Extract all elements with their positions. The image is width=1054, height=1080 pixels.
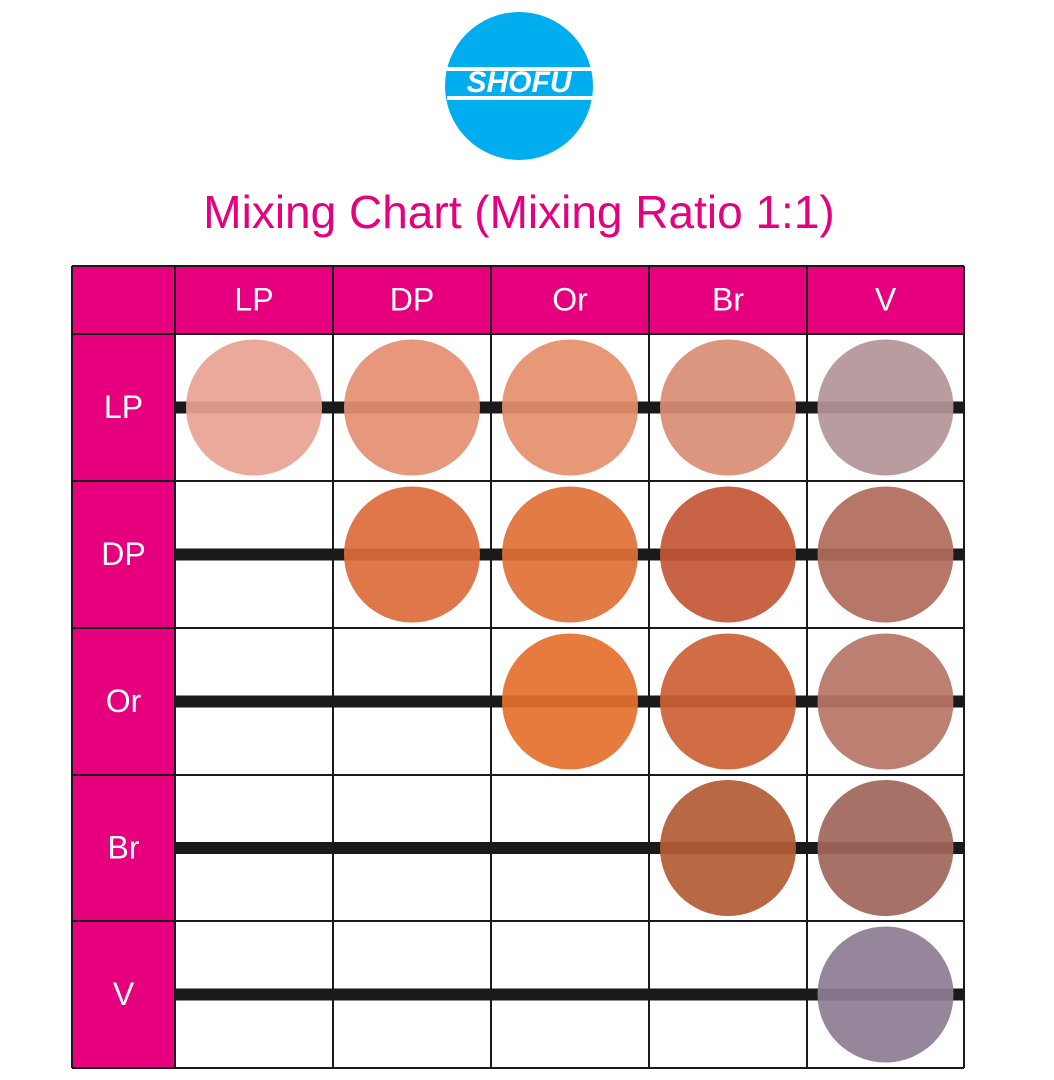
- column-header: LP: [234, 281, 273, 317]
- swatch: [817, 926, 954, 1063]
- row-header: LP: [104, 389, 143, 425]
- column-header: DP: [390, 281, 434, 317]
- swatch: [344, 339, 480, 476]
- swatch: [660, 486, 796, 623]
- logo-line: [447, 96, 592, 100]
- column-header: Br: [712, 281, 744, 317]
- header-row-bg: [175, 266, 964, 334]
- swatch: [817, 780, 954, 916]
- row-header: Or: [106, 683, 142, 719]
- column-header: Or: [552, 281, 588, 317]
- swatch: [817, 486, 954, 623]
- row-header: V: [113, 976, 135, 1012]
- row-header: DP: [101, 536, 145, 572]
- swatch: [660, 339, 796, 476]
- swatch: [660, 633, 796, 770]
- table: LP DP Or Br V LP DP Or Br V: [71, 265, 965, 1069]
- swatch: [817, 339, 954, 476]
- logo-circle: [445, 12, 593, 160]
- swatch: [817, 633, 954, 770]
- header-col-bg: [72, 266, 175, 1068]
- logo: SHOFU: [445, 12, 593, 160]
- swatch: [660, 780, 796, 916]
- title: Mixing Chart (Mixing Ratio 1:1): [203, 186, 834, 238]
- swatch: [186, 339, 322, 476]
- bar: [175, 988, 964, 1001]
- logo-line: [447, 67, 592, 71]
- row-header: Br: [108, 829, 140, 865]
- swatch: [502, 486, 638, 623]
- swatch: [344, 486, 480, 623]
- swatch: [502, 633, 638, 770]
- swatch: [502, 339, 638, 476]
- logo-text: SHOFU: [467, 66, 573, 99]
- column-header: V: [875, 281, 897, 317]
